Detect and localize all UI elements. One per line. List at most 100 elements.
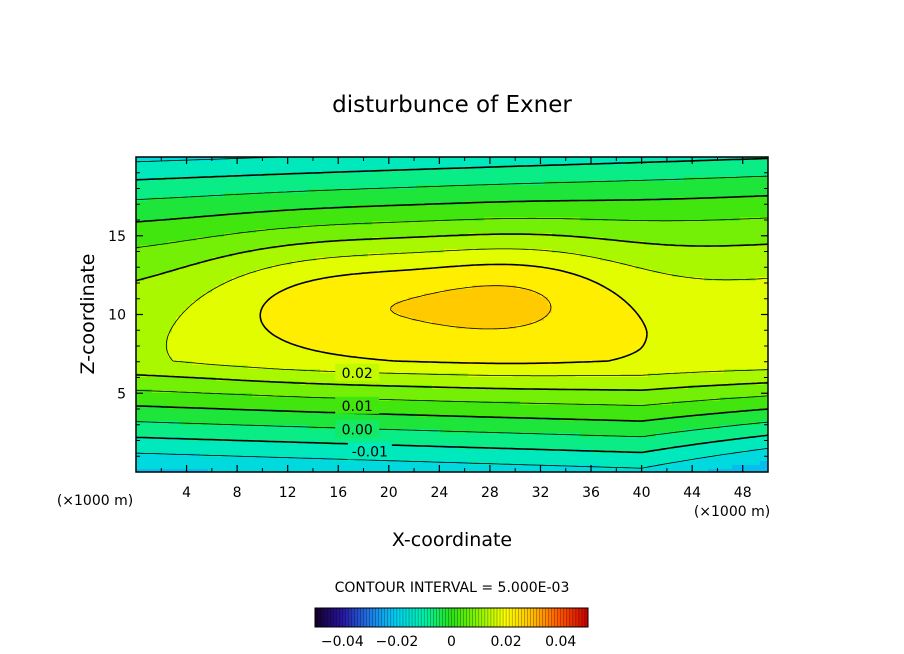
contour-band-cell [512, 165, 517, 170]
contour-band-cell [136, 241, 141, 246]
contour-band-cell [664, 205, 669, 210]
contour-band-cell [136, 173, 141, 178]
contour-band-cell [620, 221, 625, 226]
contour-band-cell [512, 201, 517, 206]
contour-band-cell [632, 273, 637, 278]
contour-band-cell [488, 173, 493, 178]
contour-band-cell [284, 201, 289, 206]
contour-band-cell [744, 273, 749, 278]
contour-band-cell [456, 269, 461, 274]
contour-band-cell [168, 273, 173, 278]
contour-band-cell [660, 249, 665, 254]
contour-band-cell [164, 185, 169, 190]
contour-band-cell [280, 201, 285, 206]
contour-band-cell [704, 261, 709, 266]
contour-band-cell [308, 173, 313, 178]
contour-band-cell [376, 173, 381, 178]
contour-band-cell [508, 245, 513, 250]
contour-band-cell [408, 209, 413, 214]
contour-band-cell [364, 177, 369, 182]
contour-band-cell [524, 273, 529, 278]
contour-band-cell [360, 229, 365, 234]
contour-band-cell [284, 213, 289, 218]
contour-band-cell [752, 173, 757, 178]
contour-band-cell [740, 225, 745, 230]
contour-band-cell [548, 193, 553, 198]
contour-band-cell [708, 193, 713, 198]
contour-band-cell [368, 189, 373, 194]
contour-band-cell [516, 245, 521, 250]
contour-band-cell [616, 177, 621, 182]
contour-band-cell [456, 229, 461, 234]
contour-band-cell [604, 181, 609, 186]
contour-band-cell [296, 269, 301, 274]
contour-band-cell [716, 261, 721, 266]
contour-band-cell [600, 165, 605, 170]
contour-band-cell [620, 257, 625, 262]
contour-band-cell [764, 253, 768, 258]
contour-band-cell [692, 241, 697, 246]
contour-band-cell [216, 201, 221, 206]
contour-band-cell [692, 185, 697, 190]
contour-band-cell [472, 225, 477, 230]
contour-band-cell [228, 257, 233, 262]
contour-band-cell [712, 265, 717, 270]
contour-band-cell [160, 221, 165, 226]
contour-band-cell [236, 237, 241, 242]
contour-band-cell [648, 177, 653, 182]
contour-band-cell [232, 233, 237, 238]
contour-band-cell [340, 189, 345, 194]
contour-band-cell [496, 201, 501, 206]
contour-band-cell [720, 277, 725, 282]
contour-band-cell [524, 217, 529, 222]
contour-band-cell [644, 193, 649, 198]
contour-band-cell [596, 185, 601, 190]
contour-band-cell [708, 209, 713, 214]
contour-band-cell [688, 213, 693, 218]
contour-band-cell [708, 253, 713, 258]
contour-band-cell [692, 165, 697, 170]
contour-band-cell [572, 221, 577, 226]
contour-band-cell [532, 173, 537, 178]
contour-band-cell [212, 181, 217, 186]
contour-band-cell [380, 249, 385, 254]
contour-band-cell [256, 189, 261, 194]
contour-band-cell [160, 189, 165, 194]
contour-band-cell [504, 257, 509, 262]
contour-band-cell [244, 265, 249, 270]
contour-band-cell [524, 165, 529, 170]
contour-band-cell [212, 173, 217, 178]
contour-band-cell [752, 161, 757, 166]
contour-band-cell [604, 205, 609, 210]
contour-band-cell [400, 233, 405, 238]
contour-band-cell [188, 229, 193, 234]
contour-band-cell [668, 221, 673, 226]
contour-band-cell [564, 161, 569, 166]
contour-band-cell [508, 193, 513, 198]
contour-band-cell [256, 181, 261, 186]
contour-band-cell [176, 253, 181, 258]
contour-band-cell [576, 197, 581, 202]
contour-band-cell [576, 257, 581, 262]
contour-band-cell [348, 185, 353, 190]
contour-band-cell [696, 217, 701, 222]
contour-band-cell [520, 277, 525, 282]
contour-band-cell [144, 269, 149, 274]
contour-band-cell [136, 169, 141, 174]
contour-band-cell [232, 217, 237, 222]
contour-band-cell [724, 229, 729, 234]
contour-band-cell [348, 265, 353, 270]
contour-band-cell [176, 193, 181, 198]
contour-band-cell [616, 245, 621, 250]
contour-band-cell [180, 165, 185, 170]
contour-band-cell [204, 169, 209, 174]
contour-band-cell [668, 245, 673, 250]
contour-band-cell [340, 281, 345, 286]
contour-band-cell [668, 205, 673, 210]
contour-band-cell [440, 237, 445, 242]
contour-band-cell [648, 221, 653, 226]
contour-band-cell [364, 205, 369, 210]
contour-band-cell [208, 233, 213, 238]
contour-band-cell [144, 249, 149, 254]
contour-band-cell [424, 229, 429, 234]
